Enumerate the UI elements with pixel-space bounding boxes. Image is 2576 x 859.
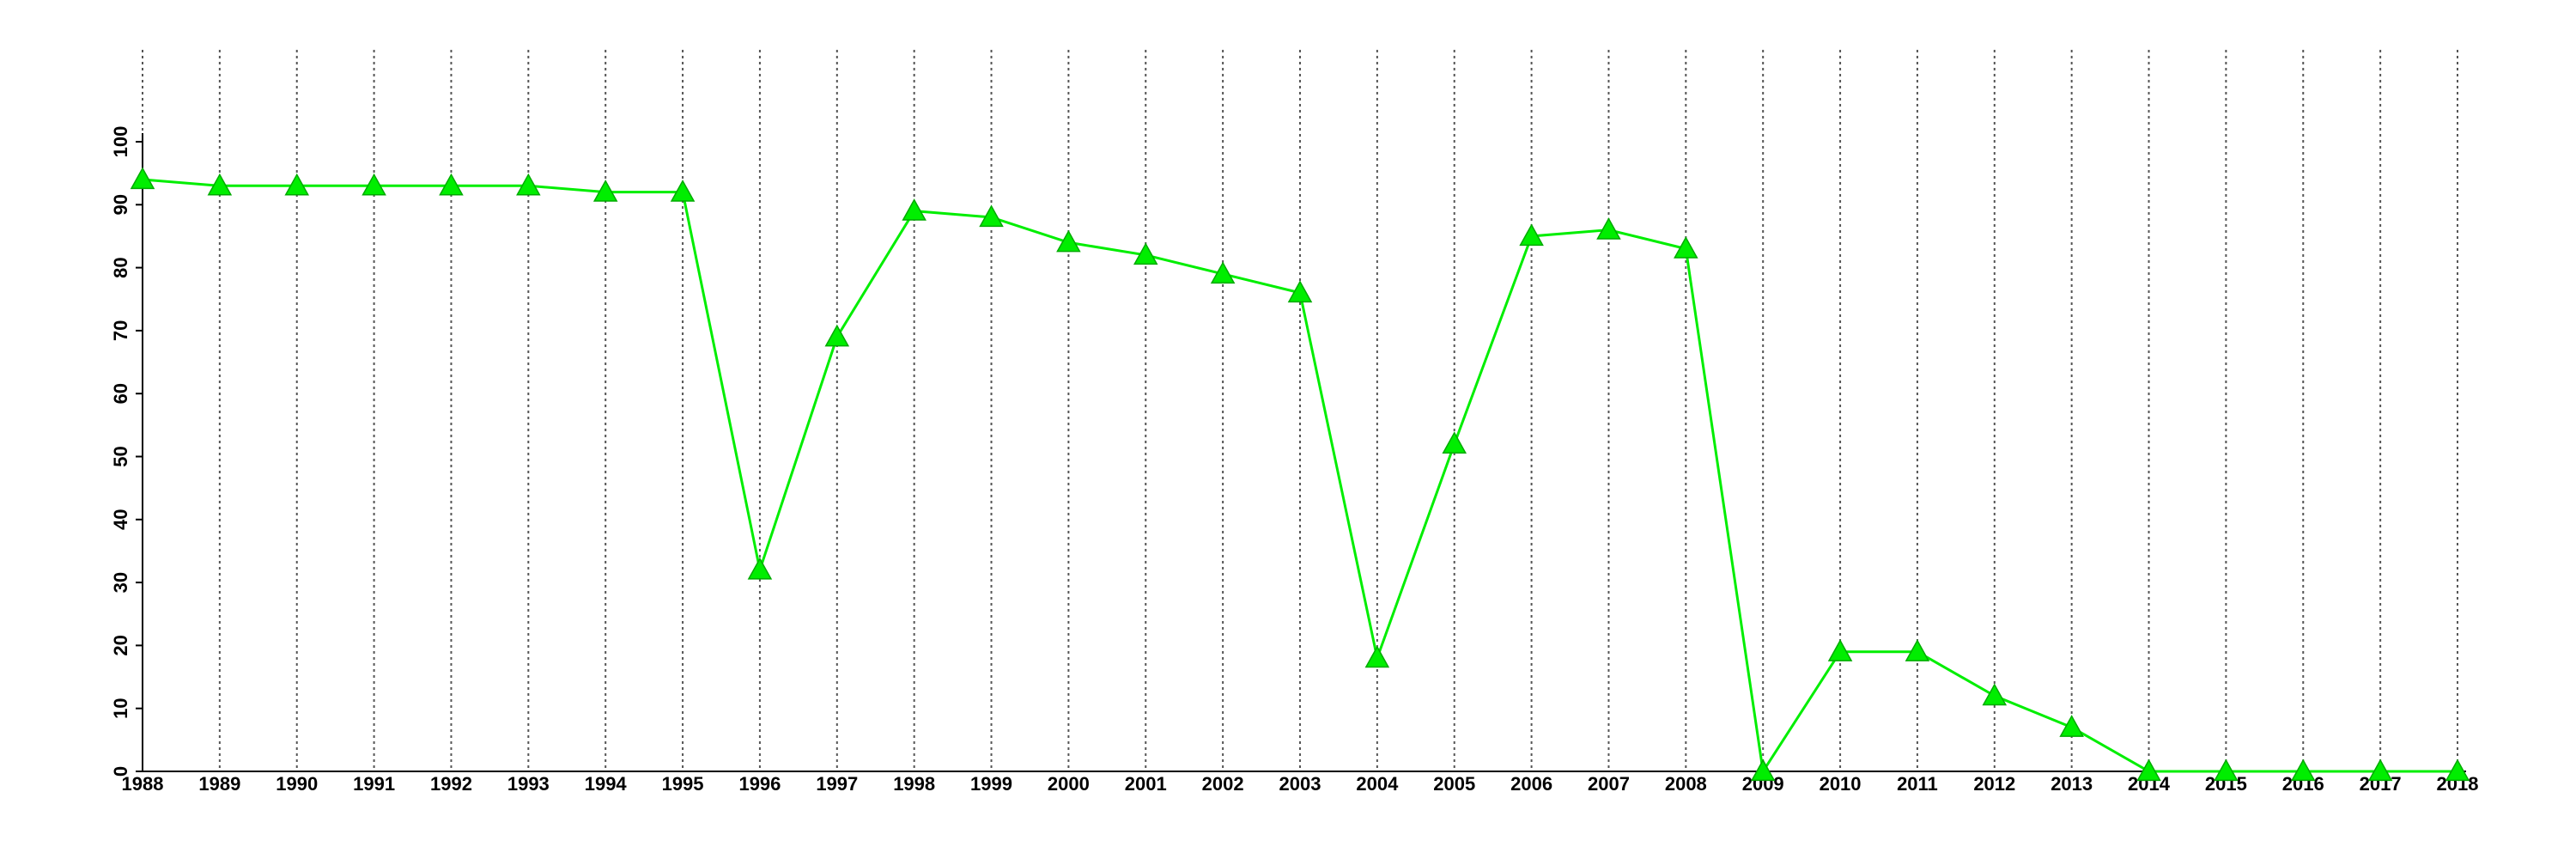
x-tick-label: 1997	[816, 773, 858, 795]
y-tick-label: 80	[110, 257, 131, 277]
marker	[747, 557, 773, 580]
x-tick-label: 2002	[1202, 773, 1244, 795]
x-tick-label: 1996	[738, 773, 781, 795]
x-tick-label: 1995	[662, 773, 704, 795]
marker	[130, 167, 155, 190]
marker	[1133, 242, 1158, 265]
marker	[592, 180, 618, 202]
y-tick-label: 70	[110, 320, 131, 341]
x-tick-label: 1991	[353, 773, 395, 795]
x-tick-label: 1999	[970, 773, 1012, 795]
marker	[1982, 683, 2008, 706]
marker	[824, 324, 850, 347]
x-tick-label: 1993	[507, 773, 550, 795]
marker	[361, 173, 386, 196]
x-tick-label: 1989	[198, 773, 240, 795]
x-tick-label: 2012	[1973, 773, 2015, 795]
x-tick-label: 2006	[1510, 773, 1552, 795]
y-tick-label: 10	[110, 698, 131, 718]
marker	[2290, 758, 2316, 782]
marker	[2136, 758, 2161, 782]
marker	[1056, 229, 1081, 253]
x-tick-label: 2004	[1356, 773, 1399, 795]
marker	[1827, 639, 1853, 661]
marker	[439, 173, 464, 196]
y-tick-label: 40	[110, 509, 131, 530]
marker	[1519, 223, 1544, 247]
x-tick-label: 2007	[1588, 773, 1630, 795]
x-tick-label: 1988	[122, 773, 164, 795]
marker	[902, 198, 927, 221]
marker	[284, 173, 310, 196]
x-tick-label: 2011	[1897, 773, 1938, 795]
marker	[1674, 236, 1698, 259]
x-tick-label: 2001	[1125, 773, 1167, 795]
marker	[2367, 758, 2393, 782]
marker	[1905, 639, 1930, 661]
x-tick-label: 2005	[1433, 773, 1475, 795]
x-tick-label: 2008	[1665, 773, 1707, 795]
y-tick-label: 50	[110, 446, 131, 466]
marker	[2445, 758, 2470, 782]
marker	[1210, 261, 1236, 284]
y-tick-label: 100	[110, 126, 131, 158]
x-tick-label: 2010	[1820, 773, 1862, 795]
marker	[2059, 715, 2084, 737]
marker	[1750, 758, 1776, 782]
x-tick-label: 1990	[276, 773, 318, 795]
x-tick-label: 1992	[430, 773, 472, 795]
marker	[979, 204, 1004, 228]
marker	[1287, 280, 1313, 303]
marker	[2214, 758, 2239, 782]
marker	[670, 180, 696, 202]
x-tick-label: 1998	[893, 773, 935, 795]
x-tick-label: 2003	[1279, 773, 1321, 795]
y-tick-label: 90	[110, 194, 131, 215]
x-tick-label: 1994	[585, 773, 628, 795]
marker	[207, 173, 233, 196]
x-tick-label: 2013	[2050, 773, 2093, 795]
marker	[516, 173, 541, 196]
y-tick-label: 30	[110, 572, 131, 593]
y-tick-label: 60	[110, 383, 131, 404]
x-tick-label: 2000	[1048, 773, 1090, 795]
marker	[1442, 431, 1467, 454]
marker	[1364, 645, 1390, 668]
y-tick-label: 20	[110, 635, 131, 655]
y-tick-label: 0	[110, 766, 131, 777]
marker	[1596, 217, 1621, 240]
